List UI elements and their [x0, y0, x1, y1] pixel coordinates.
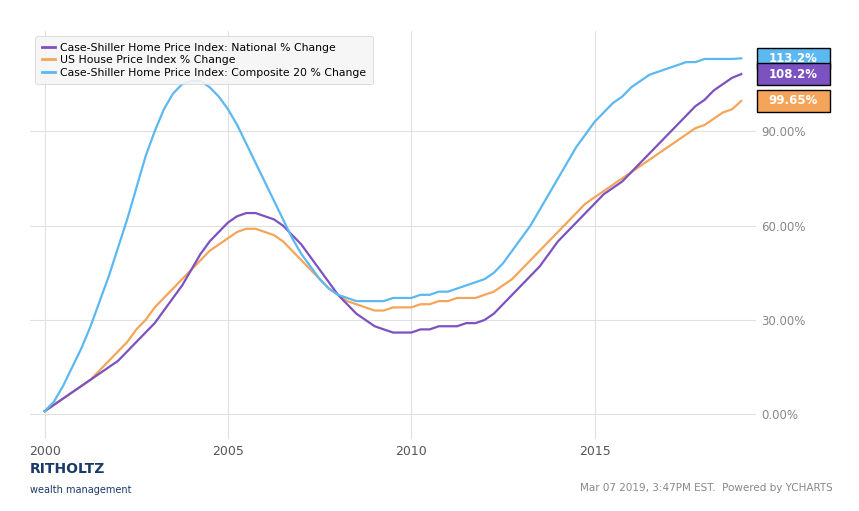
- Legend: Case-Shiller Home Price Index: National % Change, US House Price Index % Change,: Case-Shiller Home Price Index: National …: [35, 36, 373, 84]
- Text: 99.65%: 99.65%: [769, 95, 818, 107]
- Text: 113.2%: 113.2%: [769, 52, 818, 65]
- Text: wealth management: wealth management: [30, 485, 131, 495]
- Text: RITHOLTZ: RITHOLTZ: [30, 461, 106, 476]
- Text: 108.2%: 108.2%: [769, 67, 818, 81]
- Text: Mar 07 2019, 3:47PM EST.  Powered by YCHARTS: Mar 07 2019, 3:47PM EST. Powered by YCHA…: [581, 482, 833, 493]
